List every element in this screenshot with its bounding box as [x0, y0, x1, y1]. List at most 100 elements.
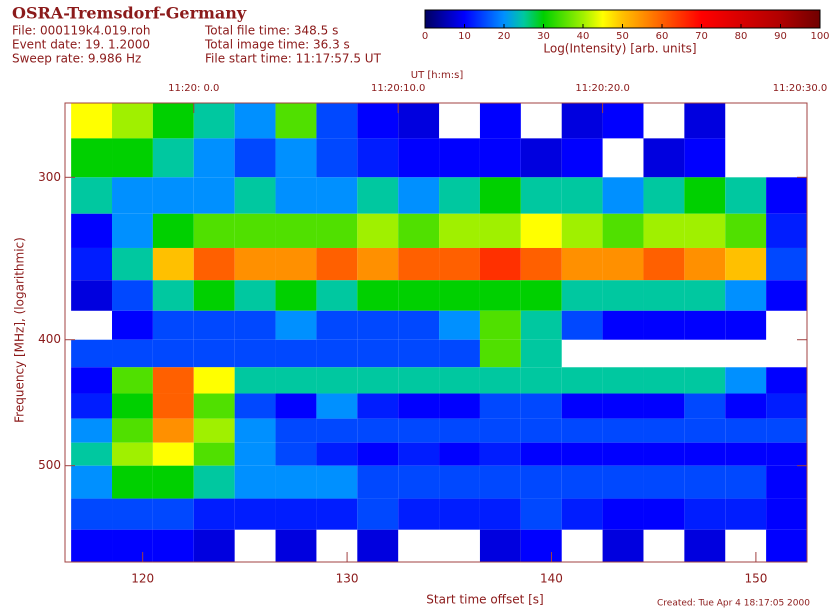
heatmap-cell — [725, 247, 767, 281]
heatmap-cell — [643, 280, 685, 311]
heatmap-cell — [643, 310, 685, 340]
heatmap-cell — [234, 465, 276, 499]
heatmap-cell — [479, 310, 521, 340]
heatmap-cell — [439, 393, 480, 419]
heatmap-cell — [152, 177, 194, 214]
heatmap-cell — [725, 418, 767, 443]
heatmap-cell — [357, 177, 399, 214]
heatmap-cell — [152, 498, 194, 530]
heatmap-cell — [275, 529, 317, 562]
heatmap-cell — [71, 103, 113, 139]
heatmap-cell — [766, 247, 807, 281]
heatmap-cell — [398, 393, 440, 419]
heatmap-cell — [152, 529, 194, 562]
heatmap-cell — [520, 247, 562, 281]
heatmap-cell — [316, 418, 358, 443]
heatmap-cell — [71, 177, 113, 214]
heatmap-cell — [152, 310, 194, 340]
heatmap-cell — [193, 529, 235, 562]
x2-tick-label: 11:20: 0.0 — [168, 83, 219, 94]
heatmap-cell — [684, 247, 726, 281]
x2-axis-title: UT [h:m:s] — [411, 70, 464, 81]
heatmap-cell — [520, 498, 562, 530]
heatmap-cell — [152, 442, 194, 466]
heatmap-cell — [479, 367, 521, 394]
chart-title: OSRA-Tremsdorf-Germany — [12, 4, 247, 23]
heatmap-cell — [520, 529, 562, 562]
heatmap-cell — [275, 367, 317, 394]
heatmap-cell — [234, 310, 276, 340]
heatmap-cell — [561, 465, 603, 499]
heatmap-cell — [193, 138, 235, 178]
heatmap-cell — [316, 103, 358, 139]
heatmap-cell — [725, 213, 767, 248]
heatmap-cell — [602, 529, 644, 562]
heatmap-cell — [152, 418, 194, 443]
heatmap-cell — [398, 280, 440, 311]
heatmap-cell — [193, 103, 235, 139]
plot-frame — [64, 102, 808, 563]
heatmap-cell — [439, 498, 480, 530]
heatmap-cell — [561, 280, 603, 311]
heatmap-cell — [725, 465, 767, 499]
heatmap-cell — [602, 280, 644, 311]
heatmap-cell — [398, 103, 440, 139]
heatmap-cell — [766, 465, 807, 499]
heatmap-cell — [398, 138, 440, 178]
heatmap-cell — [684, 103, 726, 139]
heatmap-cell — [71, 498, 113, 530]
heatmap-cell — [71, 418, 113, 443]
heatmap-cell — [275, 103, 317, 139]
heatmap-cell — [71, 280, 113, 311]
heatmap-cell — [602, 310, 644, 340]
heatmap-cell — [398, 442, 440, 466]
heatmap-cell — [152, 213, 194, 248]
heatmap-cell — [357, 339, 399, 368]
colorbar-tick-label: 90 — [774, 31, 787, 42]
heatmap-cell — [766, 418, 807, 443]
heatmap-cell — [684, 213, 726, 248]
heatmap-cell — [725, 498, 767, 530]
info: Total image time: 36.3 s — [204, 38, 350, 52]
heatmap-cell — [766, 498, 807, 530]
heatmap-cell — [193, 310, 235, 340]
heatmap-cell — [520, 418, 562, 443]
heatmap-cell — [316, 465, 358, 499]
heatmap-cell — [561, 418, 603, 443]
heatmap-cell — [479, 138, 521, 178]
heatmap-cell — [275, 310, 317, 340]
heatmap-cell — [275, 442, 317, 466]
heatmap-cell — [561, 367, 603, 394]
heatmap-cell — [193, 465, 235, 499]
heatmap-cell — [112, 393, 153, 419]
heatmap-cell — [71, 339, 113, 368]
colorbar-label: Log(Intensity) [arb. units] — [543, 42, 696, 56]
heatmap-cell — [479, 247, 521, 281]
heatmap-cell — [275, 213, 317, 248]
heatmap-cell — [357, 529, 399, 562]
heatmap-cell — [561, 442, 603, 466]
x2-tick-label: 11:20:20.0 — [575, 83, 629, 94]
x2-tick-label: 11:20:30.0 — [773, 83, 827, 94]
heatmap-cell — [357, 393, 399, 419]
heatmap-cell — [439, 138, 480, 178]
y-tick-label: 400 — [38, 332, 61, 346]
heatmap-cell — [193, 367, 235, 394]
heatmap-cell — [112, 138, 153, 178]
heatmap-cell — [479, 465, 521, 499]
heatmap-cell — [684, 393, 726, 419]
heatmap-cell — [439, 367, 480, 394]
heatmap-cell — [439, 280, 480, 311]
heatmap-cell — [71, 367, 113, 394]
colorbar-tick-label: 30 — [537, 31, 550, 42]
heatmap-cell — [234, 367, 276, 394]
heatmap-cell — [479, 442, 521, 466]
heatmap-cell — [684, 442, 726, 466]
heatmap-cell — [357, 280, 399, 311]
heatmap-cell — [684, 138, 726, 178]
heatmap-cell — [479, 177, 521, 214]
heatmap-cell — [357, 442, 399, 466]
heatmap-cell — [439, 213, 480, 248]
heatmap-cell — [71, 465, 113, 499]
heatmap-cell — [602, 247, 644, 281]
